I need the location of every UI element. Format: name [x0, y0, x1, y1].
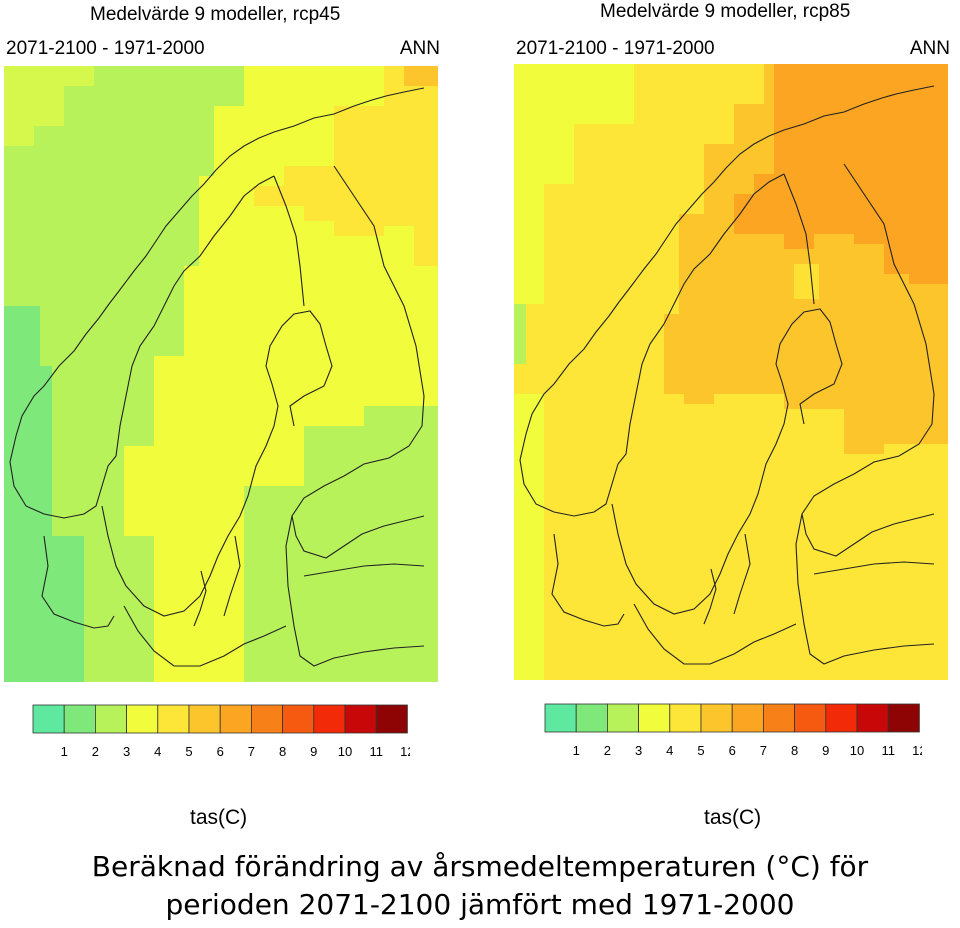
colorbar-swatch — [607, 703, 640, 733]
colorbar-swatch — [313, 704, 346, 734]
colorbar-swatch — [344, 704, 377, 734]
colorbar-tick-label: 10 — [850, 743, 864, 758]
colorbar-tick-label: 12 — [912, 743, 922, 758]
colorbar-swatch — [825, 703, 858, 733]
colorbar-tick-label: 10 — [338, 744, 352, 759]
panel-title: Medelvärde 9 modeller, rcp45 — [90, 4, 341, 25]
colorbar-tick-label: 5 — [185, 744, 192, 759]
colorbar-swatch — [856, 703, 889, 733]
colorbar-tick-label: 6 — [729, 743, 736, 758]
colorbar-tick-label: 2 — [92, 744, 99, 759]
map-region-level-6 — [404, 66, 438, 86]
colorbar-swatch — [544, 703, 577, 733]
colorbar-swatch — [63, 704, 96, 734]
colorbar-tick-label: 1 — [573, 743, 580, 758]
colorbar-swatch — [794, 703, 827, 733]
map-region-level-5 — [254, 66, 438, 266]
colorbar-tick-label: 1 — [61, 744, 68, 759]
colorbar-tick-label: 12 — [400, 744, 410, 759]
map-region-level-3 — [514, 304, 526, 364]
colorbar-swatch — [219, 704, 252, 734]
figure-caption: Beräknad förändring av årsmedeltemperatu… — [0, 848, 960, 924]
map-region-level-4 — [514, 64, 634, 304]
colorbar-tick-label: 3 — [635, 743, 642, 758]
colorbar-swatch — [731, 703, 764, 733]
colorbar-swatch — [669, 703, 702, 733]
colorbar-tick-label: 3 — [123, 744, 130, 759]
panel-title: Medelvärde 9 modeller, rcp85 — [600, 1, 851, 22]
colorbar: 123456789101112 — [544, 703, 922, 758]
variable-label: tas(C) — [704, 806, 762, 829]
coastlines-and-borders — [9, 87, 425, 667]
colorbar-tick-label: 4 — [666, 743, 673, 758]
map-panel-rcp45: Medelvärde 9 modeller, rcp45 2071-2100 -… — [0, 0, 450, 840]
colorbar-swatch — [250, 704, 283, 734]
colorbar-swatch — [375, 704, 408, 734]
period-label: 2071-2100 - 1971-2000 — [6, 38, 205, 59]
colorbar-swatch — [638, 703, 671, 733]
temperature-change-map — [4, 66, 438, 682]
colorbar-tick-label: 11 — [881, 743, 895, 758]
colorbar-tick-label: 5 — [697, 743, 704, 758]
period-label: 2071-2100 - 1971-2000 — [516, 38, 715, 59]
colorbar-swatch — [762, 703, 795, 733]
colorbar-swatch — [700, 703, 733, 733]
colorbar-swatch — [32, 704, 65, 734]
colorbar-tick-label: 4 — [154, 744, 161, 759]
map-region-level-2 — [4, 306, 84, 682]
map-panel-rcp85: Medelvärde 9 modeller, rcp85 2071-2100 -… — [510, 0, 960, 840]
colorbar-tick-label: 11 — [369, 744, 383, 759]
variable-label: tas(C) — [190, 806, 248, 829]
map-region-level-4b — [514, 394, 544, 680]
map-region-level-5-islet — [794, 264, 819, 299]
season-label: ANN — [399, 38, 440, 59]
temperature-change-map — [514, 64, 948, 680]
map-region-level-4b — [4, 66, 94, 146]
colorbar-tick-label: 7 — [760, 743, 767, 758]
caption-line-1: Beräknad förändring av årsmedeltemperatu… — [91, 850, 869, 883]
colorbar-tick-label: 6 — [217, 744, 224, 759]
map-region-level-7 — [734, 64, 948, 284]
colorbar-swatch — [575, 703, 608, 733]
colorbar-swatch — [157, 704, 190, 734]
colorbar-tick-label: 2 — [604, 743, 611, 758]
coastlines-and-borders — [519, 85, 935, 665]
colorbar-tick-label: 8 — [791, 743, 798, 758]
colorbar-tick-label: 7 — [248, 744, 255, 759]
colorbar: 123456789101112 — [32, 704, 410, 759]
colorbar-swatch — [126, 704, 159, 734]
colorbar-swatch — [95, 704, 128, 734]
colorbar-tick-label: 9 — [822, 743, 829, 758]
colorbar-swatch — [887, 703, 920, 733]
season-label: ANN — [909, 38, 950, 59]
caption-line-2: perioden 2071-2100 jämfört med 1971-2000 — [165, 888, 795, 921]
colorbar-tick-label: 8 — [279, 744, 286, 759]
colorbar-swatch — [282, 704, 315, 734]
colorbar-tick-label: 9 — [310, 744, 317, 759]
colorbar-swatch — [188, 704, 221, 734]
